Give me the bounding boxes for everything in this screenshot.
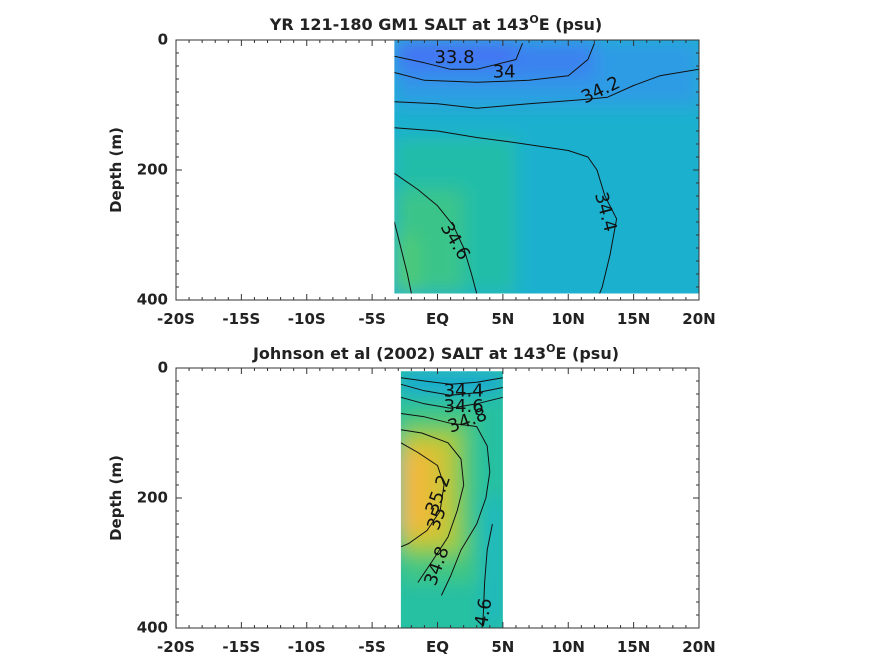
x-tick-label: -20S bbox=[157, 638, 195, 656]
panel-title-suffix: E (psu) bbox=[556, 344, 620, 363]
contour-line bbox=[394, 43, 523, 70]
contour-label: 34.4 bbox=[444, 380, 484, 401]
x-tick-label: 10N bbox=[552, 638, 585, 656]
salinity-patch bbox=[394, 40, 516, 60]
x-tick-label: EQ bbox=[426, 310, 449, 328]
y-tick-label: 200 bbox=[137, 161, 168, 179]
x-tick-label: -5S bbox=[358, 310, 385, 328]
y-tick-label: 0 bbox=[158, 31, 168, 49]
y-axis-label: Depth (m) bbox=[107, 455, 125, 541]
contour-line bbox=[400, 429, 465, 583]
observed-salinity-panel: Johnson et al (2002) SALT at 143OE (psu)… bbox=[107, 342, 716, 656]
x-tick-label: 10N bbox=[552, 310, 585, 328]
contour-label: 33.8 bbox=[434, 47, 474, 68]
x-tick-label: 20N bbox=[682, 638, 715, 656]
contour-line bbox=[481, 523, 493, 628]
x-tick-label: 15N bbox=[617, 310, 650, 328]
x-tick-label: -15S bbox=[222, 310, 260, 328]
contour-line bbox=[400, 413, 491, 596]
contour-line bbox=[394, 172, 478, 294]
x-tick-label: 20N bbox=[682, 310, 715, 328]
x-tick-label: EQ bbox=[426, 638, 449, 656]
y-tick-label: 400 bbox=[137, 291, 168, 309]
salinity-patch bbox=[400, 452, 431, 531]
x-tick-label: -15S bbox=[222, 638, 260, 656]
y-axis-label: Depth (m) bbox=[107, 127, 125, 213]
model-salinity-panel: YR 121-180 GM1 SALT at 143OE (psu) Depth… bbox=[107, 13, 716, 328]
contour-label: 34.6 bbox=[444, 396, 484, 417]
x-tick-label: -10S bbox=[288, 310, 326, 328]
y-tick-label: 0 bbox=[158, 359, 168, 377]
panel-title-main: Johnson et al (2002) SALT at 143 bbox=[252, 344, 546, 363]
contour-line bbox=[400, 383, 503, 396]
x-tick-label: 5N bbox=[491, 638, 514, 656]
panel-title-suffix: E (psu) bbox=[539, 15, 603, 34]
y-tick-label: 200 bbox=[137, 489, 168, 507]
salinity-patch bbox=[400, 371, 503, 394]
panel-title-superscript: O bbox=[529, 13, 538, 26]
panel-title-main: YR 121-180 GM1 SALT at 143 bbox=[269, 15, 530, 34]
panel-title-superscript: O bbox=[546, 342, 555, 355]
contour-line bbox=[394, 221, 412, 294]
x-tick-label: 5N bbox=[491, 310, 514, 328]
x-tick-label: -20S bbox=[157, 310, 195, 328]
x-tick-label: 15N bbox=[617, 638, 650, 656]
x-tick-label: -10S bbox=[288, 638, 326, 656]
contour-line bbox=[400, 377, 503, 385]
salinity-patch bbox=[483, 498, 503, 628]
y-tick-label: 400 bbox=[137, 619, 168, 637]
contour-line bbox=[394, 43, 595, 83]
salinity-patch bbox=[394, 235, 418, 294]
panel-title: YR 121-180 GM1 SALT at 143OE (psu) bbox=[269, 13, 602, 34]
contour-line bbox=[400, 396, 503, 409]
contour-line bbox=[394, 127, 618, 294]
contour-line bbox=[394, 68, 699, 109]
contour-label: 34 bbox=[493, 62, 516, 83]
panel-title: Johnson et al (2002) SALT at 143OE (psu) bbox=[252, 342, 619, 363]
contour-line bbox=[400, 442, 445, 548]
x-tick-label: -5S bbox=[358, 638, 385, 656]
